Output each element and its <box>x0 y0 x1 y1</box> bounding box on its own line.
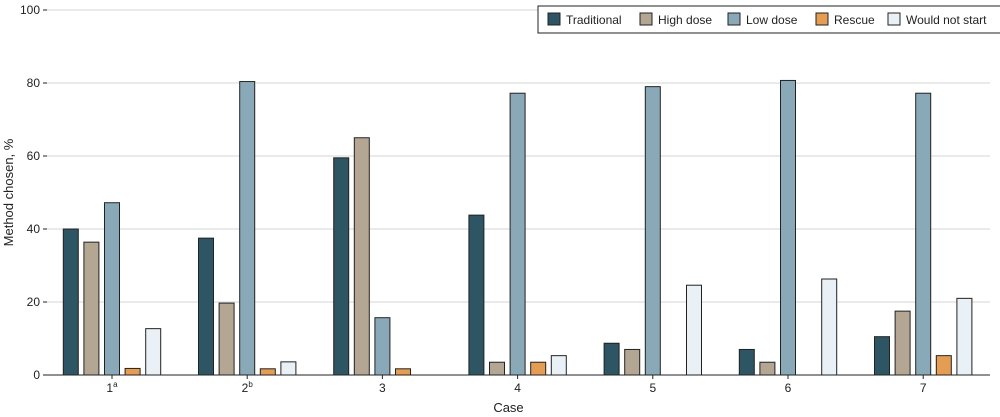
x-tick-label-text: 4 <box>514 381 521 395</box>
bar-case-4-would-not-start <box>550 355 567 376</box>
bar-case-5-high-dose <box>624 348 641 376</box>
bar-case-2-would-not-start <box>280 361 297 376</box>
legend-label-rescue: Rescue <box>834 13 875 27</box>
legend-label-low-dose: Low dose <box>746 13 798 27</box>
bar-case-2-high-dose <box>218 302 235 376</box>
y-tick-label: 20 <box>27 295 41 309</box>
x-tick-label-case-5: 5 <box>649 381 656 395</box>
legend-swatch-traditional <box>547 12 561 26</box>
legend-label-would-not-start: Would not start <box>906 13 987 27</box>
x-tick-label-text: 5 <box>649 381 656 395</box>
x-tick-label-case-2: 2b <box>242 380 254 395</box>
x-tick-label-text: 6 <box>785 381 792 395</box>
x-tick-label-superscript: b <box>248 380 253 389</box>
bar-case-5-would-not-start <box>686 284 702 376</box>
legend-label-traditional: Traditional <box>566 13 622 27</box>
legend-swatch-low-dose <box>727 12 741 26</box>
y-tick-label: 60 <box>27 149 41 163</box>
legend-swatch-would-not-start <box>887 12 901 26</box>
bar-case-1-high-dose <box>83 241 100 376</box>
bar-case-3-rescue <box>395 368 411 376</box>
bar-case-1-low-dose <box>104 202 120 376</box>
bar-case-7-traditional <box>874 336 890 376</box>
y-tick-labels: 0 20 40 60 80 100 <box>20 3 47 382</box>
bar-case-5-traditional <box>603 342 620 376</box>
bar-case-6-would-not-start <box>821 278 838 376</box>
x-tick-label-text: 7 <box>920 381 927 395</box>
bar-case-1-rescue <box>124 367 141 376</box>
y-tick-label: 0 <box>33 368 40 382</box>
bars <box>62 79 973 376</box>
bar-case-7-rescue <box>935 355 952 376</box>
bar-case-2-rescue <box>259 368 276 376</box>
x-tick-label-case-4: 4 <box>514 381 521 395</box>
bar-case-2-traditional <box>198 237 214 376</box>
x-tick-label-case-6: 6 <box>785 381 792 395</box>
y-axis-title: Method chosen, % <box>1 138 16 246</box>
y-tick-label: 80 <box>27 76 41 90</box>
bar-case-6-low-dose <box>780 79 796 376</box>
y-tick-label: 40 <box>27 222 41 236</box>
bar-case-4-high-dose <box>489 361 505 376</box>
legend: Traditional High dose Low dose Rescue Would … <box>537 5 1000 34</box>
x-axis-title: Case <box>493 400 523 415</box>
legend-box <box>537 5 1000 34</box>
bar-case-1-traditional <box>62 228 79 376</box>
x-tick-label-case-1: 1a <box>106 380 118 395</box>
x-tick-label-case-3: 3 <box>379 381 386 395</box>
bar-case-6-high-dose <box>759 361 776 376</box>
bar-case-2-low-dose <box>239 81 256 376</box>
bar-case-7-would-not-start <box>956 297 973 376</box>
x-tick-labels: 1a 2b 3 4 5 6 7 <box>106 375 927 395</box>
bar-case-3-low-dose <box>374 317 391 376</box>
x-tick-label-text: 2 <box>242 381 249 395</box>
bar-case-3-traditional <box>333 157 350 376</box>
bar-case-6-traditional <box>738 348 755 376</box>
bar-case-5-low-dose <box>644 86 661 376</box>
bar-case-7-high-dose <box>894 310 911 376</box>
bar-case-7-low-dose <box>915 92 932 376</box>
bar-case-4-low-dose <box>509 92 526 376</box>
bar-case-4-traditional <box>468 214 485 376</box>
x-tick-label-superscript: a <box>113 380 118 389</box>
y-tick-label: 100 <box>20 3 40 17</box>
bar-case-3-high-dose <box>353 137 370 376</box>
x-tick-label-case-7: 7 <box>920 381 927 395</box>
legend-label-high-dose: High dose <box>658 13 712 27</box>
legend-swatch-high-dose <box>639 12 653 26</box>
x-tick-label-text: 3 <box>379 381 386 395</box>
x-tick-label-text: 1 <box>106 381 113 395</box>
legend-swatch-rescue <box>815 12 829 26</box>
bar-case-4-rescue <box>530 361 547 376</box>
bar-case-1-would-not-start <box>145 328 162 376</box>
